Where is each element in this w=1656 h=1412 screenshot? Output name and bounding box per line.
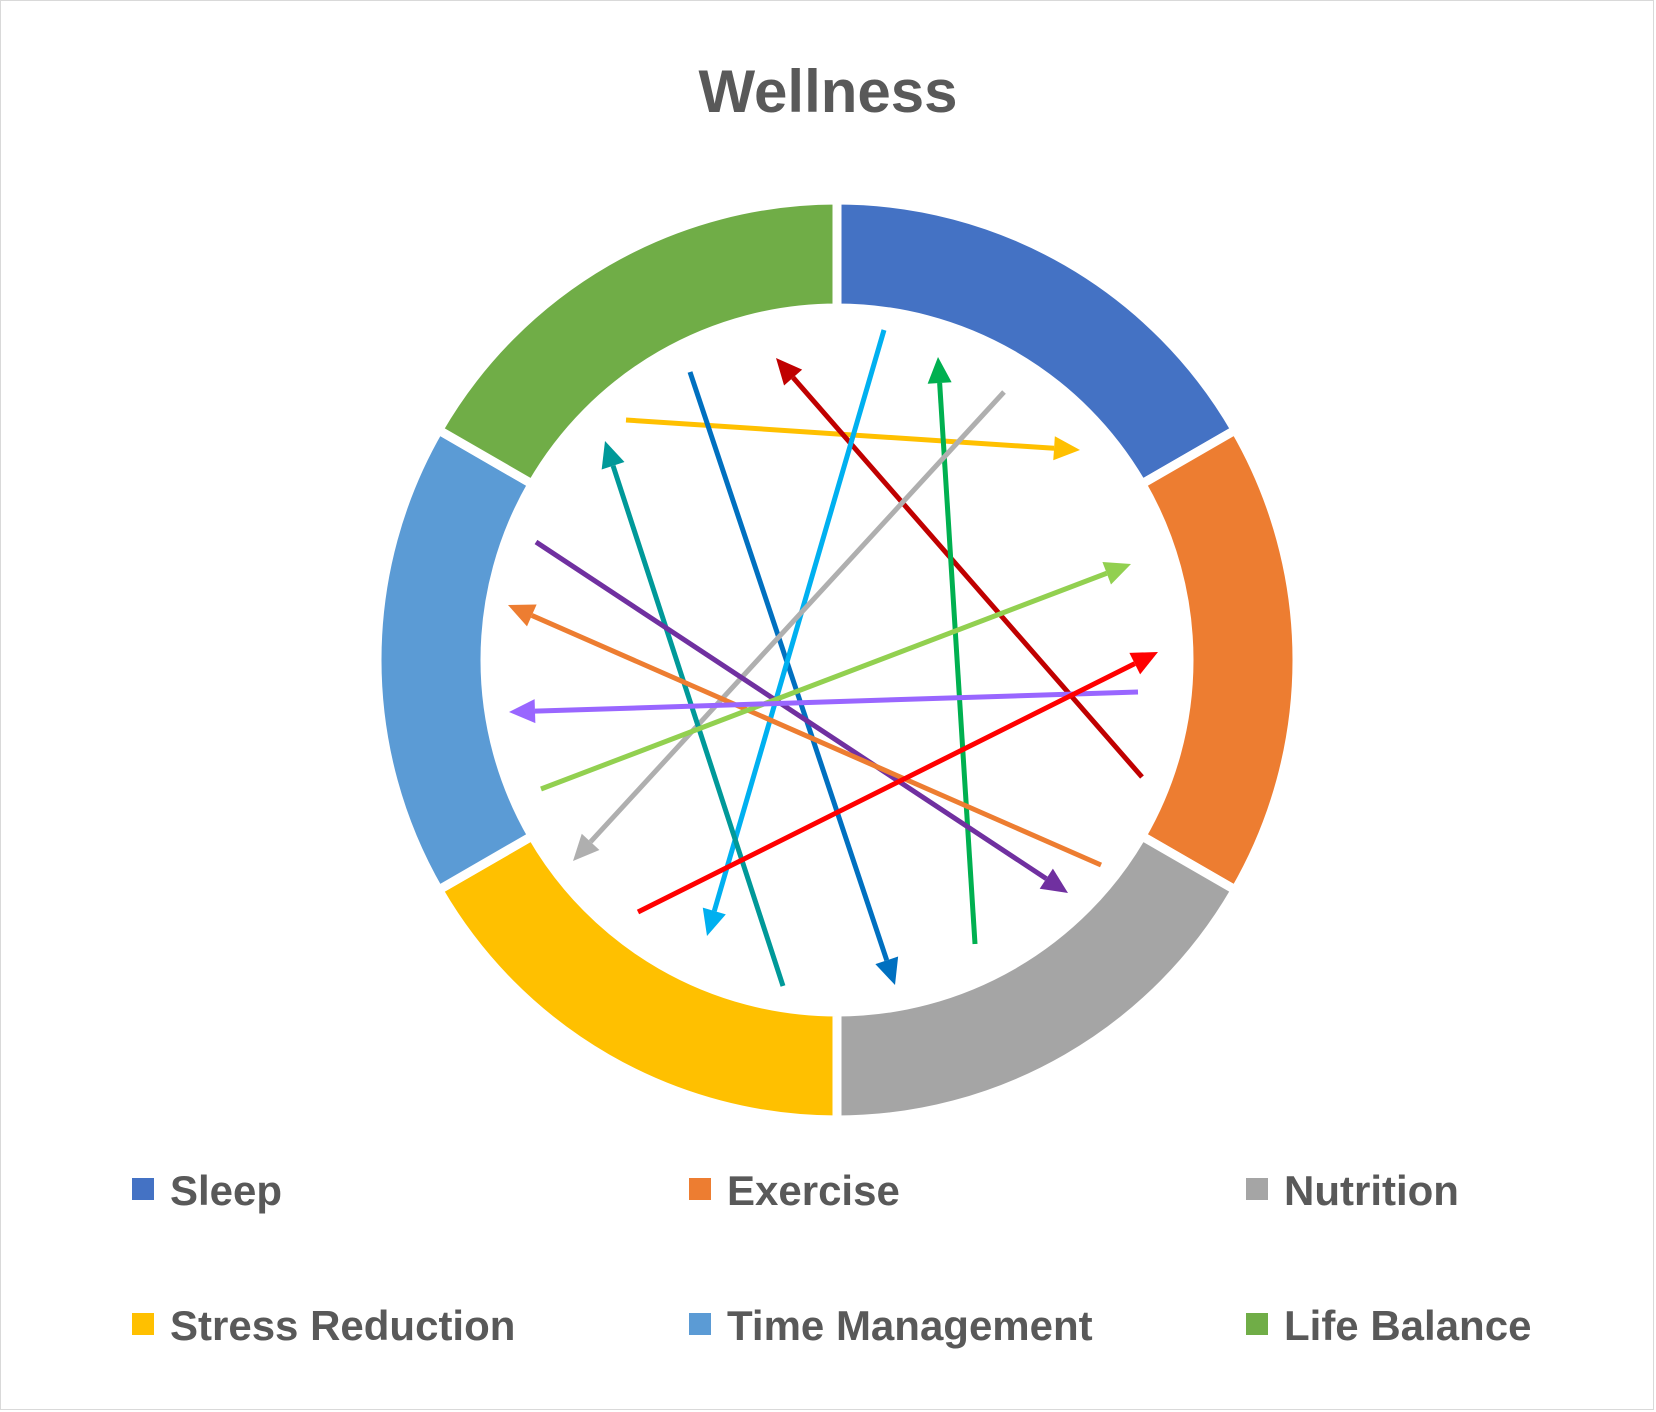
decorative-arrow xyxy=(927,357,978,945)
legend-item-stress-reduction: Stress Reduction xyxy=(132,1302,515,1349)
decorative-arrows xyxy=(508,329,1158,987)
decorative-arrow xyxy=(509,689,1139,724)
legend-item-sleep: Sleep xyxy=(132,1167,282,1214)
legend-item-nutrition: Nutrition xyxy=(1246,1167,1459,1214)
slice-time-management xyxy=(372,423,539,897)
doughnut-ring xyxy=(372,195,1302,1125)
legend-swatch xyxy=(132,1178,154,1200)
legend-swatch xyxy=(689,1313,711,1335)
legend-item-exercise: Exercise xyxy=(689,1167,900,1214)
legend-item-time-management: Time Management xyxy=(689,1302,1093,1349)
decorative-arrow xyxy=(573,390,1006,861)
decorative-arrow xyxy=(508,604,1103,868)
legend-label: Life Balance xyxy=(1284,1302,1531,1349)
slice-life-balance xyxy=(432,195,842,491)
legend: Sleep Exercise Nutrition Stress Reduction Ti… xyxy=(132,1167,1531,1349)
decorative-arrow xyxy=(702,329,887,936)
legend-label: Exercise xyxy=(727,1167,900,1214)
decorative-arrow xyxy=(534,539,1068,893)
legend-item-life-balance: Life Balance xyxy=(1246,1302,1531,1349)
legend-label: Sleep xyxy=(170,1167,282,1214)
decorative-arrow xyxy=(540,562,1131,792)
legend-swatch xyxy=(1246,1178,1268,1200)
legend-label: Nutrition xyxy=(1284,1167,1459,1214)
slice-stress-reduction xyxy=(432,829,842,1125)
decorative-arrow xyxy=(636,652,1158,915)
chart-title: Wellness xyxy=(698,58,957,125)
slice-sleep xyxy=(832,195,1242,491)
legend-label: Stress Reduction xyxy=(170,1302,515,1349)
slice-exercise xyxy=(1135,423,1302,897)
legend-swatch xyxy=(689,1178,711,1200)
legend-label: Time Management xyxy=(727,1302,1093,1349)
decorative-arrow xyxy=(601,441,786,987)
slice-nutrition xyxy=(832,829,1242,1125)
legend-swatch xyxy=(132,1313,154,1335)
legend-swatch xyxy=(1246,1313,1268,1335)
